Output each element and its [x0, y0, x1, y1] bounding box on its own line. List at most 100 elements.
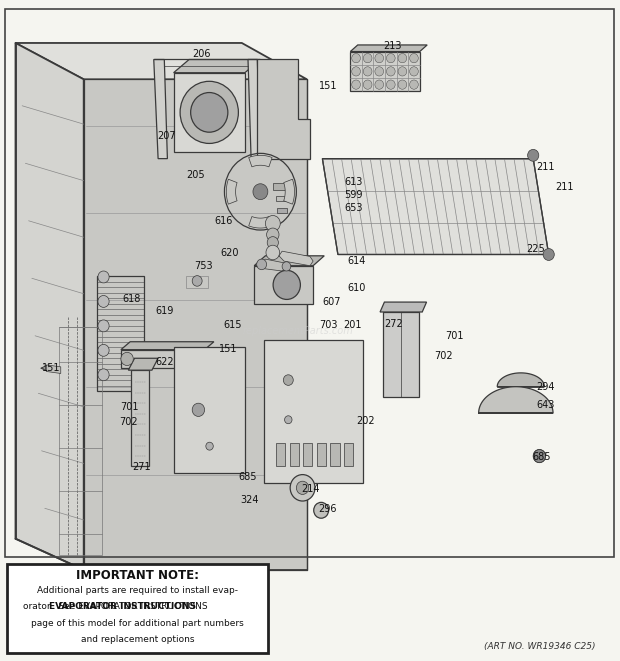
Circle shape: [528, 149, 539, 161]
Text: Additional parts are required to install evap-: Additional parts are required to install…: [37, 586, 238, 595]
Polygon shape: [254, 266, 313, 304]
Circle shape: [257, 259, 267, 270]
Circle shape: [121, 352, 133, 366]
Polygon shape: [121, 350, 205, 368]
Polygon shape: [174, 59, 260, 73]
Text: 703: 703: [319, 320, 338, 330]
Text: 151: 151: [319, 81, 338, 91]
Circle shape: [386, 80, 395, 89]
Bar: [317, 443, 326, 466]
Circle shape: [386, 67, 395, 76]
Circle shape: [410, 67, 418, 76]
Text: 211: 211: [536, 161, 555, 172]
Circle shape: [180, 81, 238, 143]
Circle shape: [375, 54, 384, 63]
Circle shape: [192, 403, 205, 416]
Polygon shape: [279, 251, 313, 266]
Text: 685: 685: [532, 452, 551, 463]
Text: orator.  See EVAPORATOR INSTRUCTIONS: orator. See EVAPORATOR INSTRUCTIONS: [23, 602, 208, 611]
Circle shape: [191, 93, 228, 132]
Text: page of this model for additional part numbers: page of this model for additional part n…: [31, 619, 244, 628]
Polygon shape: [248, 59, 260, 159]
Circle shape: [265, 215, 280, 231]
Polygon shape: [259, 259, 288, 271]
Circle shape: [375, 80, 384, 89]
Polygon shape: [497, 373, 544, 387]
Bar: [276, 443, 285, 466]
Circle shape: [375, 67, 384, 76]
Text: 620: 620: [220, 247, 239, 258]
Text: 207: 207: [157, 130, 175, 141]
Text: 214: 214: [301, 484, 319, 494]
Circle shape: [352, 80, 360, 89]
Text: EVAPORATOR INSTRUCTIONS: EVAPORATOR INSTRUCTIONS: [49, 602, 196, 611]
Text: (ART NO. WR19346 C25): (ART NO. WR19346 C25): [484, 642, 595, 651]
Bar: [5, 9, 614, 557]
Circle shape: [290, 475, 315, 501]
Polygon shape: [46, 365, 61, 373]
Circle shape: [410, 80, 418, 89]
Circle shape: [282, 262, 291, 271]
Polygon shape: [174, 347, 245, 473]
Text: 701: 701: [120, 401, 138, 412]
Bar: [276, 196, 288, 201]
Bar: [186, 276, 208, 288]
Polygon shape: [322, 159, 549, 254]
Polygon shape: [84, 79, 307, 570]
Text: 616: 616: [214, 216, 232, 227]
Polygon shape: [257, 59, 310, 159]
Text: 622: 622: [155, 356, 174, 367]
Circle shape: [533, 449, 546, 463]
Text: 206: 206: [192, 49, 211, 59]
Text: 151: 151: [42, 363, 61, 373]
Text: 615: 615: [223, 320, 242, 330]
Text: 753: 753: [194, 260, 213, 271]
Text: 202: 202: [356, 416, 375, 426]
Text: 610: 610: [347, 282, 366, 293]
Text: 653: 653: [344, 203, 363, 214]
Circle shape: [98, 344, 109, 356]
Text: 225: 225: [526, 244, 544, 254]
Bar: [290, 443, 299, 466]
Bar: [59, 327, 102, 555]
Circle shape: [98, 369, 109, 381]
Polygon shape: [128, 358, 158, 370]
Polygon shape: [249, 155, 272, 167]
Bar: [273, 183, 291, 190]
Text: 201: 201: [343, 320, 361, 330]
Polygon shape: [249, 217, 272, 228]
Circle shape: [253, 184, 268, 200]
Text: 702: 702: [434, 350, 453, 361]
Circle shape: [98, 320, 109, 332]
Circle shape: [398, 80, 407, 89]
Text: 613: 613: [344, 176, 363, 187]
Circle shape: [543, 249, 554, 260]
Polygon shape: [154, 59, 167, 159]
Polygon shape: [383, 312, 419, 397]
Text: 213: 213: [383, 41, 402, 52]
Text: replacementParts.com: replacementParts.com: [242, 325, 353, 336]
Circle shape: [363, 67, 372, 76]
Text: and replacement options: and replacement options: [81, 635, 195, 644]
Text: 619: 619: [155, 305, 174, 316]
Circle shape: [363, 80, 372, 89]
Bar: [344, 443, 353, 466]
Polygon shape: [264, 340, 363, 483]
Polygon shape: [350, 52, 420, 91]
Circle shape: [267, 228, 279, 241]
Circle shape: [98, 271, 109, 283]
Text: 151: 151: [219, 344, 237, 354]
Circle shape: [296, 481, 309, 494]
Circle shape: [410, 54, 418, 63]
Bar: [7, 564, 268, 653]
Circle shape: [352, 54, 360, 63]
Text: 272: 272: [384, 319, 403, 329]
Text: 296: 296: [318, 504, 337, 514]
Text: 685: 685: [239, 472, 257, 483]
Text: IMPORTANT NOTE:: IMPORTANT NOTE:: [76, 569, 199, 582]
Text: 324: 324: [241, 495, 259, 506]
Circle shape: [283, 375, 293, 385]
Circle shape: [314, 502, 329, 518]
Polygon shape: [16, 43, 307, 79]
Polygon shape: [174, 73, 245, 152]
